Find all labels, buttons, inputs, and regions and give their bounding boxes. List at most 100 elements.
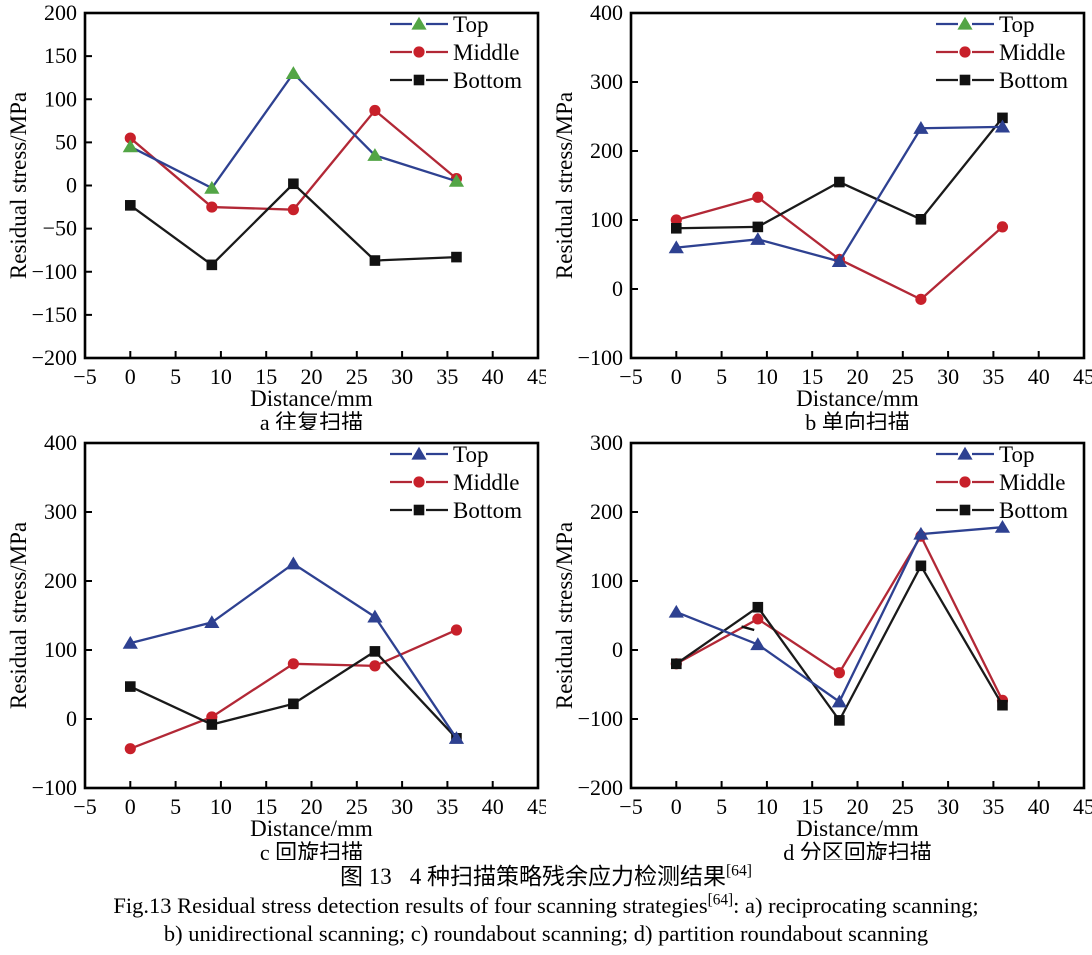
- series-top: [668, 119, 1011, 267]
- legend-label: Middle: [453, 40, 519, 65]
- legend-label: Top: [999, 12, 1034, 37]
- chart-a: −5 0 5 10 15 20 25 30 35 40 45−200−150−100−5005010…: [6, 0, 549, 435]
- x-tick-label: 45: [527, 794, 546, 819]
- middle-marker: [752, 191, 764, 203]
- legend-label: Bottom: [999, 498, 1068, 523]
- x-tick-label: 30: [391, 364, 413, 389]
- middle-marker: [124, 743, 136, 755]
- x-tick-label: 35: [436, 364, 458, 389]
- x-tick-label: 25: [892, 794, 914, 819]
- x-tick-label: 15: [255, 794, 277, 819]
- figure-caption-en-line2: b) unidirectional scanning; c) roundabou…: [163, 921, 929, 946]
- legend-entry-bottom: Bottom: [390, 498, 522, 523]
- x-axis: −5 0 5 10 15 20 25 30 35 40 45: [619, 351, 1092, 389]
- top-marker: [367, 148, 383, 161]
- bottom-marker: [671, 658, 682, 670]
- x-tick-label: 30: [937, 364, 959, 389]
- legend-triangle-icon: [411, 446, 427, 460]
- series-line-middle: [129, 628, 457, 750]
- x-tick-label: 45: [1073, 364, 1092, 389]
- legend-circle-icon: [413, 476, 425, 488]
- middle-marker: [670, 214, 682, 226]
- top-marker: [204, 615, 220, 628]
- x-tick-label: 0: [671, 364, 682, 389]
- x-axis: −5 0 5 10 15 20 25 30 35 40 45: [73, 781, 549, 819]
- y-tick-label: 150: [44, 43, 77, 68]
- bottom-marker: [997, 112, 1008, 124]
- x-tick-label: 10: [210, 794, 232, 819]
- series-top: [668, 519, 1011, 708]
- x-tick-label: −5: [619, 794, 642, 819]
- panel-caption-a: a 往复扫描: [260, 410, 363, 430]
- caption-zh-prefix: 图 13: [339, 864, 392, 889]
- x-tick-label: −5: [73, 364, 96, 389]
- x-axis: −5 0 5 10 15 20 25 30 35 40 45: [73, 351, 549, 389]
- series-line-bottom: [129, 182, 457, 267]
- top-marker: [994, 119, 1011, 133]
- legend-entry-middle: Middle: [390, 470, 519, 495]
- legend-square-icon: [959, 74, 971, 86]
- x-tick-label: 0: [125, 364, 136, 389]
- x-tick-label: 0: [671, 794, 682, 819]
- y-tick-label: 0: [612, 276, 623, 301]
- legend-square-icon: [959, 504, 971, 516]
- stray-mark: [741, 625, 755, 632]
- legend: Top Middle Bottom: [390, 12, 522, 93]
- chart-panel-a: −5 0 5 10 15 20 25 30 35 40 45 −200 −150 −100 −50 0 50 10…: [0, 0, 549, 435]
- caption-en-post: : a) reciprocating scanning;: [733, 893, 979, 918]
- legend-entry-middle: Middle: [936, 40, 1065, 65]
- legend-square-icon: [413, 74, 425, 86]
- y-tick-label: 200: [590, 138, 623, 163]
- top-marker: [122, 635, 138, 649]
- top-marker: [668, 604, 684, 618]
- y-tick-label: −100: [578, 345, 623, 370]
- legend-label: Middle: [999, 40, 1065, 65]
- top-marker: [994, 519, 1011, 533]
- x-tick-label: 45: [1073, 794, 1092, 819]
- series-middle: [124, 104, 463, 216]
- panel-caption-d: d 分区回旋扫描: [783, 840, 932, 860]
- legend-square-icon: [413, 504, 425, 516]
- legend-entry-bottom: Bottom: [936, 68, 1068, 93]
- legend: Top Middle Bottom: [390, 442, 522, 523]
- caption-zh-text: 4 种扫描策略残余应力检测结果: [409, 864, 726, 889]
- y-tick-label: 200: [44, 568, 77, 593]
- x-tick-label: 40: [482, 794, 504, 819]
- legend-triangle-icon: [957, 16, 973, 30]
- bottom-marker: [288, 178, 299, 190]
- x-tick-label: 40: [482, 364, 504, 389]
- chart-panel-b: −5 0 5 10 15 20 25 30 35 40 45 −100 0 100 200 300 400 Dis…: [546, 0, 1092, 435]
- figure-caption-zh: 图 13 4 种扫描策略残余应力检测结果[64]: [0, 861, 1092, 892]
- middle-marker: [287, 204, 299, 216]
- legend-entry-top: Top: [936, 12, 1034, 37]
- chart-c: −5 0 5 10 15 20 25 30 35 40 45 −100 0 100 200 300 400 Dis…: [6, 430, 549, 865]
- bottom-marker: [125, 681, 136, 692]
- y-axis-title: Residual stress/MPa: [6, 92, 31, 279]
- caption-en-pre: Fig.13 Residual stress detection results…: [113, 893, 708, 918]
- legend-label: Bottom: [453, 68, 522, 93]
- bottom-marker: [451, 251, 462, 263]
- y-tick-label: −50: [43, 216, 77, 241]
- y-tick-label: 100: [44, 637, 77, 662]
- x-tick-label: 45: [527, 364, 546, 389]
- middle-marker: [369, 104, 381, 117]
- x-tick-label: 30: [391, 794, 413, 819]
- series-line-top: [676, 125, 1003, 263]
- middle-marker: [206, 201, 218, 213]
- y-tick-label: −200: [578, 775, 623, 800]
- x-tick-label: 40: [1028, 794, 1050, 819]
- top-marker: [285, 556, 301, 570]
- y-tick-label: −100: [32, 259, 77, 284]
- middle-marker: [450, 624, 463, 636]
- y-tick-label: 100: [590, 207, 623, 232]
- series-middle: [670, 530, 1009, 706]
- chart-d: −5 0 5 10 15 20 25 30 35 40 45 −200 −100 0 100 200 300 Di…: [552, 430, 1092, 865]
- legend-entry-top: Top: [936, 442, 1034, 467]
- y-axis-title: Residual stress/MPa: [6, 522, 31, 709]
- y-tick-label: 300: [44, 499, 77, 524]
- series-bottom: [125, 178, 462, 271]
- legend-circle-icon: [959, 476, 971, 488]
- x-tick-label: 15: [801, 364, 823, 389]
- chart-b: −5 0 5 10 15 20 25 30 35 40 45 −100 0 100 200 300 400 Dis…: [552, 0, 1092, 435]
- legend-label: Bottom: [999, 68, 1068, 93]
